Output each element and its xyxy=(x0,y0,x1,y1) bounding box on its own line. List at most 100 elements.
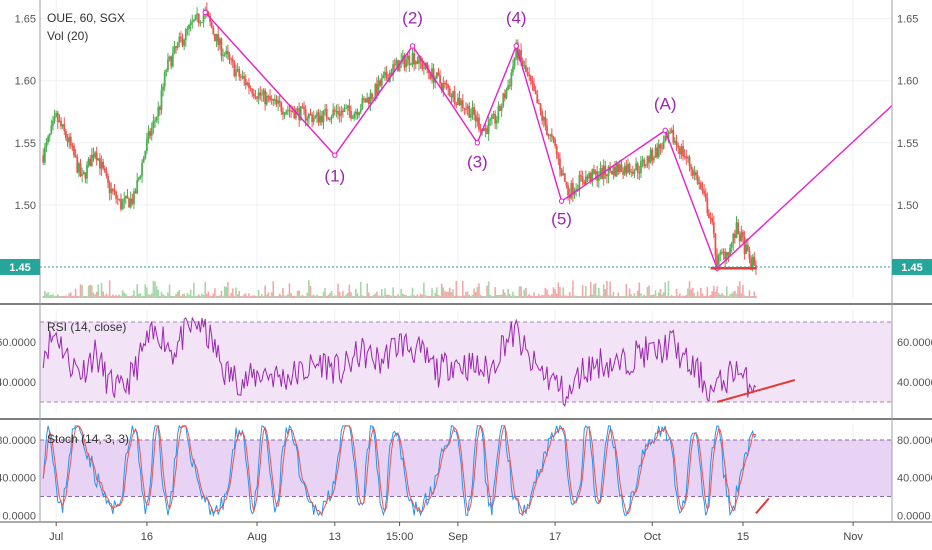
candle-body xyxy=(410,64,412,66)
candle-body xyxy=(99,158,101,169)
candle-body xyxy=(181,38,184,46)
volume-bar xyxy=(429,295,432,298)
volume-bar xyxy=(249,295,252,298)
volume-bar xyxy=(165,295,168,298)
candle-body xyxy=(170,56,173,67)
volume-bar xyxy=(418,295,420,298)
candle-body xyxy=(487,120,490,134)
candle-body xyxy=(231,58,234,63)
candle-body xyxy=(351,117,354,119)
volume-bar xyxy=(79,284,82,298)
volume-bar xyxy=(44,290,46,298)
candle-body xyxy=(414,61,417,65)
candle-body xyxy=(495,119,498,124)
volume-bar xyxy=(546,289,548,298)
volume-bar xyxy=(397,294,399,298)
candle-body xyxy=(541,111,544,121)
volume-bar xyxy=(620,295,623,298)
volume-bar xyxy=(55,295,57,298)
volume-bar xyxy=(476,287,479,298)
rsi-legend[interactable]: RSI (14, close) xyxy=(47,320,126,334)
candle-body xyxy=(81,174,84,177)
candle-body xyxy=(225,50,228,55)
candle-body xyxy=(348,105,351,112)
volume-bar xyxy=(372,294,375,298)
candle-body xyxy=(735,222,738,239)
volume-bar xyxy=(172,295,174,298)
candle-body xyxy=(609,166,612,172)
stoch-legend[interactable]: Stoch (14, 3, 3) xyxy=(47,432,129,446)
candle-body xyxy=(241,76,244,78)
candle-body xyxy=(329,118,331,120)
volume-bar xyxy=(555,293,558,298)
volume-bar xyxy=(304,295,307,298)
volume-bar xyxy=(610,295,613,298)
volume-bar xyxy=(303,296,305,298)
volume-bar xyxy=(424,294,427,298)
volume-bar xyxy=(53,295,56,298)
volume-bar xyxy=(735,293,738,298)
candle-body xyxy=(570,183,573,199)
elliott-wave-path xyxy=(204,11,893,270)
volume-bar xyxy=(552,287,555,298)
candle-body xyxy=(324,109,326,111)
candle-body xyxy=(217,34,220,45)
volume-bar xyxy=(547,294,550,298)
volume-bar xyxy=(377,295,380,298)
volume-bar xyxy=(277,295,279,298)
candle-body xyxy=(463,107,466,109)
candle-body xyxy=(178,36,181,43)
candle-body xyxy=(445,83,448,86)
candle-body xyxy=(458,97,461,106)
volume-bar xyxy=(100,282,103,298)
volume-bar xyxy=(591,294,594,298)
volume-bar xyxy=(133,290,135,298)
candle-body xyxy=(520,50,522,60)
candle-body xyxy=(319,115,322,123)
volume-bar xyxy=(504,292,506,298)
candle-body xyxy=(353,113,356,118)
candle-body xyxy=(688,156,691,167)
candle-body xyxy=(526,71,529,75)
volume-bar xyxy=(225,286,228,298)
candle-body xyxy=(296,108,299,110)
volume-legend[interactable]: Vol (20) xyxy=(47,29,88,43)
candle-body xyxy=(432,68,435,83)
candle-body xyxy=(228,54,231,59)
candle-body xyxy=(330,116,333,119)
candle-body xyxy=(755,265,757,270)
volume-bar xyxy=(484,295,487,298)
candle-body xyxy=(750,258,752,268)
volume-bar xyxy=(434,292,437,298)
candle-body xyxy=(53,116,56,121)
volume-bar xyxy=(693,293,696,298)
volume-bar xyxy=(335,295,338,298)
volume-bar xyxy=(282,288,284,298)
candle-body xyxy=(563,173,566,182)
candle-body xyxy=(588,173,591,179)
candle-body xyxy=(623,165,626,175)
candle-body xyxy=(291,110,294,113)
candle-body xyxy=(364,99,367,103)
candle-body xyxy=(610,171,613,175)
volume-bar xyxy=(193,283,195,298)
candle-body xyxy=(636,163,639,173)
volume-bar xyxy=(518,286,521,298)
volume-bar xyxy=(69,292,72,298)
volume-bar xyxy=(134,295,137,298)
candle-body xyxy=(303,106,305,110)
volume-bar xyxy=(60,295,62,298)
volume-bar xyxy=(492,295,495,298)
volume-bar xyxy=(126,295,129,298)
symbol-title[interactable]: OUE, 60, SGX xyxy=(47,11,125,25)
volume-bar xyxy=(52,294,54,298)
volume-bar xyxy=(403,294,406,298)
candle-body xyxy=(134,191,137,194)
volume-bar xyxy=(309,285,312,298)
candle-body xyxy=(146,138,148,152)
candle-body xyxy=(184,29,187,41)
volume-bar xyxy=(750,295,752,298)
volume-bar xyxy=(82,295,85,298)
candle-body xyxy=(212,28,215,34)
candle-body xyxy=(505,89,508,99)
